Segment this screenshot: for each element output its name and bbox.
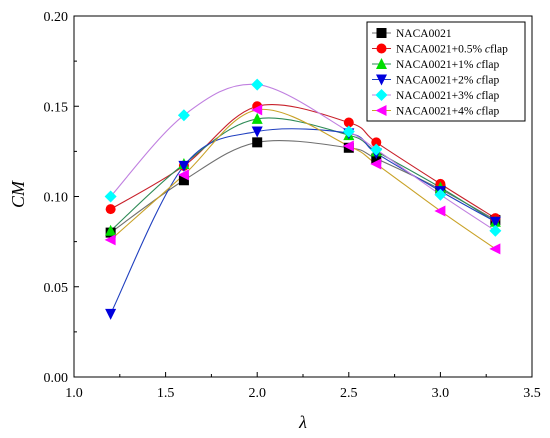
data-point-series-0	[252, 137, 263, 148]
data-point-series-2	[251, 112, 263, 124]
legend-marker	[376, 43, 387, 54]
x-tick-label: 2.0	[248, 386, 266, 401]
legend-label-part: NACA0021+4%	[396, 106, 476, 118]
data-point-series-5	[177, 169, 189, 181]
data-point-series-4	[177, 109, 190, 122]
legend-label-part: NACA0021	[396, 28, 452, 40]
legend-label-part: flap	[490, 44, 508, 56]
legend-label-part: NACA0021+2%	[396, 75, 476, 87]
data-point-series-5	[370, 158, 382, 170]
data-point-series-5	[251, 104, 263, 116]
legend-label-part: c	[476, 90, 481, 102]
y-tick-label: 0.05	[44, 281, 69, 296]
legend-marker	[375, 89, 388, 101]
data-point-series-3	[178, 160, 190, 172]
legend-label-part: c	[476, 59, 481, 71]
series-line-3	[110, 128, 496, 315]
x-tick-label: 3.0	[432, 386, 450, 401]
x-tick-label: 3.5	[523, 386, 541, 401]
data-point-series-5	[434, 205, 446, 217]
data-point-series-4	[342, 125, 355, 138]
legend-marker	[376, 74, 387, 86]
data-point-series-5	[342, 140, 354, 152]
data-point-series-1	[371, 137, 382, 148]
legend-label-part: flap	[481, 75, 499, 87]
legend-label-part: flap	[481, 90, 499, 102]
x-tick-label: 2.5	[340, 386, 358, 401]
data-point-series-3	[105, 308, 117, 320]
legend-label: NACA0021+2% cflap	[396, 75, 500, 87]
data-point-series-2	[105, 224, 117, 236]
y-tick-label: 0.20	[44, 10, 69, 25]
data-point-series-4	[104, 190, 117, 203]
y-tick-label: 0.00	[44, 371, 69, 386]
y-axis-title: CM	[8, 180, 28, 208]
legend-label-part: c	[485, 44, 490, 56]
x-tick-label: 1.5	[157, 386, 175, 401]
legend-marker	[375, 105, 387, 116]
legend-marker	[376, 58, 387, 69]
data-point-series-5	[104, 234, 116, 246]
legend-label-part: NACA0021+0.5%	[396, 44, 485, 56]
legend-label: NACA0021+1% cflap	[396, 59, 500, 71]
data-point-series-4	[434, 188, 447, 201]
legend-label-part: c	[476, 106, 481, 118]
legend-label-part: NACA0021+1%	[396, 59, 476, 71]
legend-label: NACA0021+0.5% cflap	[396, 44, 508, 56]
data-point-series-1	[105, 204, 116, 215]
data-point-series-3	[489, 216, 501, 228]
y-axis: 0.00 0.05 0.10 0.15 0.20	[44, 10, 79, 386]
y-tick-label: 0.15	[44, 100, 69, 115]
legend-box	[366, 21, 526, 122]
data-point-series-5	[489, 243, 501, 255]
x-axis-title: λ	[298, 412, 307, 432]
data-point-series-1	[343, 117, 354, 128]
data-point-series-4	[370, 143, 383, 156]
data-point-series-3	[251, 126, 263, 138]
series-line-2	[110, 117, 496, 232]
legend-label: NACA0021+4% cflap	[396, 106, 500, 118]
legend-label: NACA0021	[396, 28, 452, 40]
legend-label: NACA0021+3% cflap	[396, 90, 500, 102]
legend-label-part: flap	[481, 59, 499, 71]
data-point-series-4	[251, 78, 264, 91]
legend-label-part: NACA0021+3%	[396, 90, 476, 102]
x-axis: 1.0 1.5 2.0 2.5 3.0 3.5	[65, 372, 541, 401]
legend-marker	[376, 28, 387, 38]
data-point-series-0	[178, 175, 189, 186]
y-tick-label: 0.10	[44, 191, 69, 206]
series-markers	[104, 78, 502, 320]
legend-label-part: flap	[481, 106, 499, 118]
data-point-series-4	[489, 224, 502, 237]
legend-label-part: c	[476, 75, 481, 87]
x-tick-label: 1.0	[65, 386, 83, 401]
